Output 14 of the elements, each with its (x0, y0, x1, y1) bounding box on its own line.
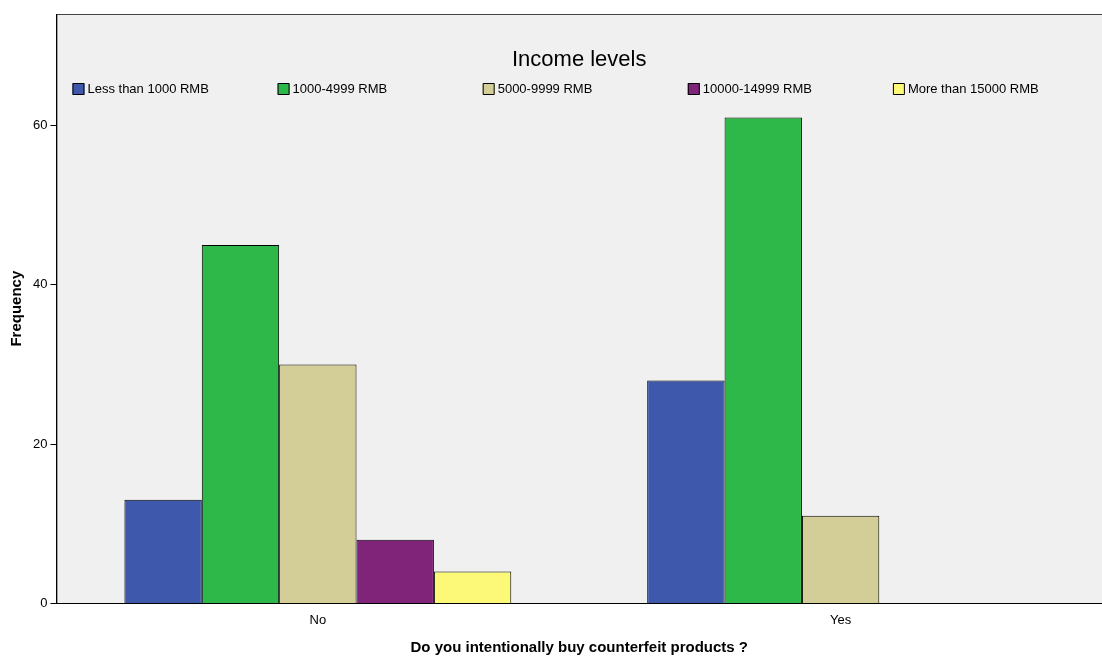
y-tick-label: 60 (32, 117, 48, 133)
legend-label: More than 15000 RMB (907, 80, 1039, 96)
legend-label: 1000-4999 RMB (292, 80, 388, 96)
legend-label: 10000-14999 RMB (702, 80, 812, 96)
x-tick-label: Yes (830, 611, 852, 627)
y-axis-title: Frequency (7, 270, 25, 347)
y-tick-label: 0 (40, 594, 48, 610)
y-tick-label: 40 (32, 276, 48, 292)
legend-label: 5000-9999 RMB (497, 80, 593, 96)
x-tick-label: No (309, 611, 327, 627)
x-axis-title: Do you intentionally buy counterfeit products ? (410, 638, 748, 656)
legend-title: Income levels (511, 46, 647, 72)
y-tick-label: 20 (32, 435, 48, 451)
legend-label: Less than 1000 RMB (87, 80, 209, 96)
